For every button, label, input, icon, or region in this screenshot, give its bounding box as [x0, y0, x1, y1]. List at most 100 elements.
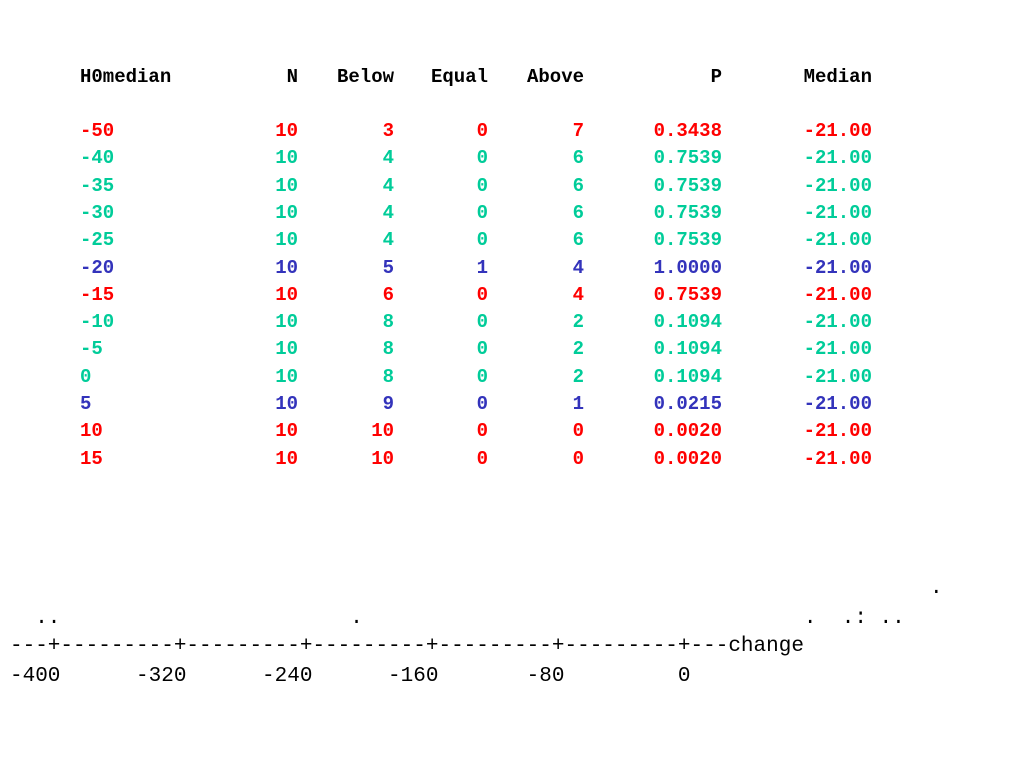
- cell-p: 0.7539: [653, 201, 722, 224]
- cell-n: 10: [275, 447, 298, 470]
- cell-above: 7: [572, 120, 584, 142]
- dot-plot-dots: .. . . .: ..: [10, 607, 905, 630]
- cell-equal: 0: [476, 120, 488, 142]
- table-row: 10 10 10 0 0 0.0020 -21.00: [0, 418, 1024, 445]
- cell-median: -21.00: [803, 256, 872, 279]
- cell-median: -21.00: [803, 120, 872, 142]
- cell-p: 0.1094: [653, 311, 722, 334]
- table-row: -20 10 5 1 4 1.0000 -21.00: [0, 255, 1024, 282]
- cell-below: 8: [382, 338, 394, 361]
- cell-equal: 0: [476, 420, 488, 443]
- cell-p: 0.0020: [653, 420, 722, 443]
- cell-equal: 0: [476, 447, 488, 470]
- cell-n: 10: [275, 174, 298, 197]
- cell-h0median: -40: [80, 147, 115, 170]
- cell-equal: 0: [476, 201, 488, 224]
- cell-h0median: 5: [80, 393, 92, 415]
- cell-h0median: -35: [80, 174, 115, 197]
- dot-plot-top-dots: .: [10, 577, 943, 600]
- cell-below: 4: [382, 147, 394, 170]
- cell-n: 10: [275, 338, 298, 361]
- header-above: Above: [526, 66, 584, 88]
- table-row: -10 10 8 0 2 0.1094 -21.00: [0, 309, 1024, 336]
- table-row: 15 10 10 0 0 0.0020 -21.00: [0, 446, 1024, 473]
- table-row: 0 10 8 0 2 0.1094 -21.00: [0, 364, 1024, 391]
- cell-above: 1: [572, 393, 584, 415]
- cell-h0median: 15: [80, 447, 103, 470]
- cell-h0median: -20: [80, 256, 115, 279]
- cell-equal: 0: [476, 393, 488, 415]
- cell-below: 6: [382, 283, 394, 306]
- header-n: N: [286, 66, 298, 88]
- cell-below: 3: [382, 120, 394, 142]
- cell-median: -21.00: [803, 283, 872, 306]
- cell-h0median: 10: [80, 420, 103, 443]
- cell-equal: 0: [476, 147, 488, 170]
- table-header-row: H0median N Below Equal Above P Median: [0, 64, 1024, 91]
- cell-p: 0.7539: [653, 283, 722, 306]
- cell-n: 10: [275, 256, 298, 279]
- cell-n: 10: [275, 311, 298, 334]
- cell-above: 6: [572, 174, 584, 197]
- header-below: Below: [336, 66, 394, 88]
- cell-n: 10: [275, 229, 298, 252]
- cell-n: 10: [275, 283, 298, 306]
- cell-equal: 0: [476, 338, 488, 361]
- cell-equal: 0: [476, 365, 488, 388]
- cell-p: 0.1094: [653, 338, 722, 361]
- cell-equal: 0: [476, 311, 488, 334]
- cell-median: -21.00: [803, 147, 872, 170]
- cell-p: 0.7539: [653, 229, 722, 252]
- table-row: -35 10 4 0 6 0.7539 -21.00: [0, 173, 1024, 200]
- cell-median: -21.00: [803, 338, 872, 361]
- cell-n: 10: [275, 147, 298, 170]
- cell-p: 0.0020: [653, 447, 722, 470]
- cell-n: 10: [275, 365, 298, 388]
- cell-above: 0: [572, 420, 584, 443]
- cell-above: 6: [572, 201, 584, 224]
- table-row: -15 10 6 0 4 0.7539 -21.00: [0, 282, 1024, 309]
- cell-median: -21.00: [803, 201, 872, 224]
- cell-above: 2: [572, 311, 584, 334]
- dot-plot-axis: ---+---------+---------+---------+------…: [10, 635, 804, 658]
- table-row: -5 10 8 0 2 0.1094 -21.00: [0, 336, 1024, 363]
- cell-p: 0.3438: [653, 120, 722, 142]
- cell-below: 5: [382, 256, 394, 279]
- cell-below: 10: [371, 420, 394, 443]
- table-row: -50 10 3 0 7 0.3438 -21.00: [0, 118, 1024, 145]
- header-p: P: [710, 66, 722, 88]
- cell-equal: 0: [476, 229, 488, 252]
- cell-median: -21.00: [803, 447, 872, 470]
- cell-h0median: -30: [80, 201, 115, 224]
- cell-median: -21.00: [803, 420, 872, 443]
- table-row: -25 10 4 0 6 0.7539 -21.00: [0, 227, 1024, 254]
- cell-equal: 1: [476, 256, 488, 279]
- cell-below: 8: [382, 365, 394, 388]
- cell-p: 0.7539: [653, 147, 722, 170]
- cell-h0median: 0: [80, 365, 92, 388]
- dot-plot-tick-labels: -400 -320 -240 -160 -80 0: [10, 665, 691, 688]
- cell-above: 0: [572, 447, 584, 470]
- cell-n: 10: [275, 420, 298, 443]
- cell-below: 4: [382, 229, 394, 252]
- cell-median: -21.00: [803, 393, 872, 415]
- table-row: 5 10 9 0 1 0.0215 -21.00: [0, 391, 1024, 418]
- cell-above: 6: [572, 229, 584, 252]
- cell-median: -21.00: [803, 174, 872, 197]
- header-median: Median: [803, 66, 872, 88]
- cell-below: 9: [382, 393, 394, 415]
- cell-equal: 0: [476, 174, 488, 197]
- cell-h0median: -50: [80, 120, 115, 142]
- cell-h0median: -25: [80, 229, 115, 252]
- cell-below: 4: [382, 174, 394, 197]
- cell-above: 4: [572, 256, 584, 279]
- cell-above: 6: [572, 147, 584, 170]
- table-row: -30 10 4 0 6 0.7539 -21.00: [0, 200, 1024, 227]
- cell-median: -21.00: [803, 311, 872, 334]
- cell-median: -21.00: [803, 229, 872, 252]
- header-equal: Equal: [430, 66, 488, 88]
- cell-below: 8: [382, 311, 394, 334]
- cell-h0median: -15: [80, 283, 115, 306]
- dot-plot: . .. . . .: .. ---+---------+---------+-…: [0, 574, 1024, 694]
- cell-equal: 0: [476, 283, 488, 306]
